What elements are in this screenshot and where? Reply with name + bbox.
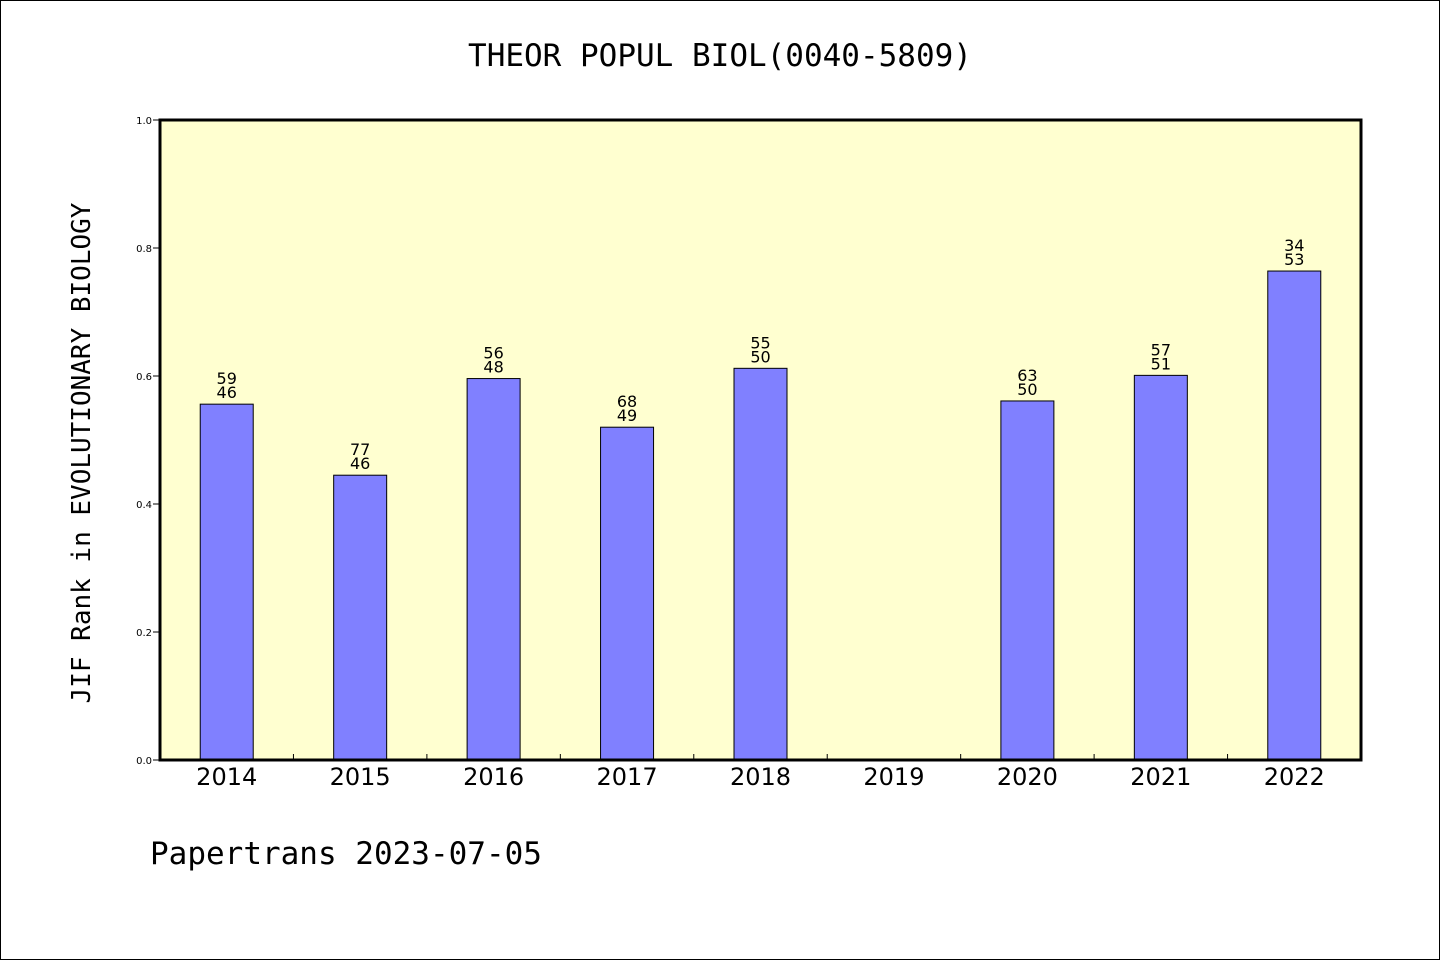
x-tick-label-2015: 2015 [330,763,391,791]
data-label-top-2017: 68 [617,392,637,411]
x-tick-label-2019: 2019 [863,763,924,791]
x-tick-label-2020: 2020 [997,763,1058,791]
data-label-bottom-2021: 51 [1151,354,1171,373]
bar-2014 [199,403,254,761]
data-label-bottom-2017: 49 [617,406,637,425]
bar-2016 [466,378,521,761]
data-label-bottom-2014: 46 [217,383,237,402]
data-label-bottom-2018: 50 [750,347,770,366]
x-tick-label-2018: 2018 [730,763,791,791]
x-tick-label-2014: 2014 [196,763,257,791]
bar-2017 [600,426,655,761]
data-label-top-2014: 59 [217,369,237,388]
x-tick-label-2017: 2017 [597,763,658,791]
bar-2021 [1133,374,1188,761]
y-tick-label: 1.0 [136,116,152,127]
data-label-bottom-2020: 50 [1017,380,1037,399]
data-label-top-2016: 56 [483,344,503,363]
data-label-bottom-2022: 53 [1284,250,1304,269]
x-tick-label-2016: 2016 [463,763,524,791]
data-label-bottom-2016: 48 [483,358,503,377]
data-label-bottom-2015: 46 [350,454,370,473]
data-label-top-2022: 34 [1284,236,1304,255]
y-tick-label: 0.8 [136,244,152,255]
data-label-top-2020: 63 [1017,366,1037,385]
bar-2022 [1267,270,1322,761]
bar-2015 [333,474,388,761]
footer-text: Papertrans 2023-07-05 [150,836,542,872]
plot-border [158,118,1363,762]
x-tick-label-2022: 2022 [1264,763,1325,791]
chart-title: THEOR POPUL BIOL(0040-5809) [468,38,972,74]
y-tick-label: 0.0 [136,756,152,767]
y-tick-label: 0.4 [136,500,152,511]
bar-2018 [733,367,788,761]
data-label-top-2021: 57 [1151,340,1171,359]
y-axis-label: JIF Rank in EVOLUTIONARY BIOLOGY [67,202,97,703]
y-tick-label: 0.2 [136,628,152,639]
data-label-top-2018: 55 [750,333,770,352]
data-label-top-2015: 77 [350,440,370,459]
ticks-group: 0.0 0.2 0.4 0.6 0.8 1.0 2014 2015 2016 2017 2018 20… [136,116,1325,791]
x-tick-label-2021: 2021 [1130,763,1191,791]
bar-2020 [1000,400,1055,761]
y-tick-label: 0.6 [136,372,152,383]
